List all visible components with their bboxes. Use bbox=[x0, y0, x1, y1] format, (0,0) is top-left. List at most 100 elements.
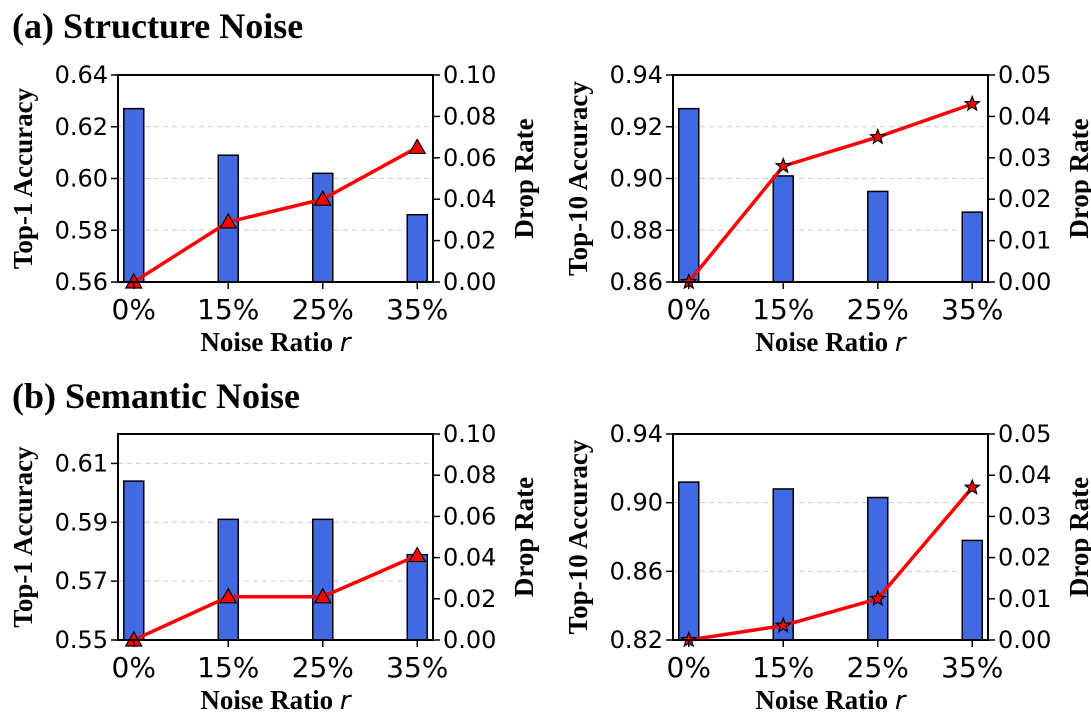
y2-tick-label: 0.00 bbox=[998, 626, 1051, 654]
y2-tick-label: 0.10 bbox=[443, 420, 496, 448]
y2-tick-label: 0.04 bbox=[443, 185, 496, 213]
y2-axis-label: Drop Rate bbox=[1064, 118, 1091, 238]
y-tick-label: 0.59 bbox=[55, 508, 108, 536]
y-tick-label: 0.56 bbox=[55, 268, 108, 296]
x-tick-label: 15% bbox=[752, 651, 814, 684]
y2-tick-label: 0.06 bbox=[443, 144, 496, 172]
y-axis-label: Top-1 Accuracy bbox=[8, 446, 38, 628]
x-axis-label: Noise Ratio r bbox=[755, 327, 907, 358]
drop-rate-point bbox=[963, 94, 981, 112]
charts-container: 0.56 0.58 0.60 0.62 0.64 0.00 0.02 0.04 0.06 0.08… bbox=[8, 61, 1091, 716]
drop-rate-point bbox=[869, 127, 887, 145]
y2-tick-label: 0.06 bbox=[443, 502, 496, 530]
y-tick-label: 0.92 bbox=[610, 113, 663, 141]
bar-25% bbox=[867, 190, 889, 283]
drop-rate-point bbox=[313, 587, 332, 604]
plot-frame bbox=[117, 433, 434, 641]
chart-1: 0.56 0.58 0.60 0.62 0.64 0.00 0.02 0.04 0.06 0.08… bbox=[8, 61, 539, 358]
y-tick-label: 0.57 bbox=[55, 567, 108, 595]
bar-15% bbox=[217, 518, 239, 641]
drop-rate-point bbox=[963, 478, 981, 495]
drop-rate-line bbox=[132, 145, 419, 284]
drop-rate-point bbox=[219, 587, 238, 604]
x-tick-label: 35% bbox=[941, 293, 1003, 326]
bar-35% bbox=[961, 539, 983, 641]
x-tick-label: 15% bbox=[197, 651, 259, 684]
y-tick-label: 0.86 bbox=[610, 268, 663, 296]
y-tick-label: 0.60 bbox=[55, 165, 108, 193]
x-tick-label: 35% bbox=[941, 651, 1003, 684]
y-tick-label: 0.64 bbox=[55, 61, 108, 89]
bar-0% bbox=[678, 107, 700, 283]
drop-rate-point bbox=[408, 546, 427, 563]
y2-tick-label: 0.00 bbox=[998, 268, 1051, 296]
y2-tick-label: 0.05 bbox=[998, 420, 1051, 448]
x-tick-label: 15% bbox=[197, 293, 259, 326]
y-axis-label: Top-10 Accuracy bbox=[563, 439, 593, 634]
x-tick-label: 0% bbox=[112, 651, 156, 684]
y-tick-label: 0.62 bbox=[55, 113, 108, 141]
chart-3: 0.55 0.57 0.59 0.61 0.00 0.02 0.04 0.06 0.08 0.10… bbox=[8, 420, 539, 716]
section-title-semantic-noise: (b) Semantic Noise bbox=[12, 376, 300, 416]
bar-15% bbox=[772, 175, 794, 283]
y2-tick-label: 0.02 bbox=[443, 227, 496, 255]
y2-axis-label: Drop Rate bbox=[1064, 477, 1091, 597]
y2-tick-label: 0.00 bbox=[443, 626, 496, 654]
x-tick-label: 15% bbox=[752, 293, 814, 326]
x-tick-label: 35% bbox=[386, 651, 448, 684]
bar-25% bbox=[312, 172, 334, 283]
y2-tick-label: 0.08 bbox=[443, 461, 496, 489]
x-tick-label: 25% bbox=[292, 651, 354, 684]
y-tick-label: 0.94 bbox=[610, 61, 663, 89]
x-tick-label: 0% bbox=[667, 651, 711, 684]
y2-tick-label: 0.08 bbox=[443, 102, 496, 130]
y-tick-label: 0.61 bbox=[55, 449, 108, 477]
y2-tick-label: 0.04 bbox=[998, 461, 1051, 489]
bar-0% bbox=[123, 480, 145, 641]
x-axis-label: Noise Ratio r bbox=[200, 327, 352, 358]
bar-25% bbox=[867, 496, 889, 641]
drop-rate-point bbox=[219, 212, 238, 229]
chart-2: 0.86 0.88 0.90 0.92 0.94 0.00 0.01 0.02 0.03 0.04… bbox=[563, 61, 1091, 358]
x-axis-label: Noise Ratio r bbox=[755, 685, 907, 716]
drop-rate-point bbox=[774, 156, 792, 174]
bar-25% bbox=[312, 518, 334, 641]
x-axis-label: Noise Ratio r bbox=[200, 685, 352, 716]
y2-tick-label: 0.02 bbox=[443, 585, 496, 613]
drop-rate-line bbox=[688, 486, 974, 642]
drop-rate-line bbox=[687, 102, 973, 284]
y-tick-label: 0.90 bbox=[610, 165, 663, 193]
y-axis-label: Top-10 Accuracy bbox=[563, 81, 593, 276]
x-tick-label: 25% bbox=[847, 651, 909, 684]
bar-35% bbox=[406, 553, 428, 641]
x-tick-label: 0% bbox=[112, 293, 156, 326]
y-tick-label: 0.86 bbox=[610, 557, 663, 585]
y2-tick-label: 0.04 bbox=[443, 544, 496, 572]
x-tick-label: 25% bbox=[847, 293, 909, 326]
bar-0% bbox=[678, 481, 700, 641]
y2-axis-label: Drop Rate bbox=[509, 118, 539, 238]
y2-tick-label: 0.10 bbox=[443, 61, 496, 89]
y2-tick-label: 0.01 bbox=[998, 585, 1051, 613]
y2-axis-label: Drop Rate bbox=[509, 477, 539, 597]
drop-rate-point bbox=[774, 616, 792, 634]
x-tick-label: 0% bbox=[667, 293, 711, 326]
drop-rate-point bbox=[313, 189, 332, 206]
chart-4: 0.82 0.86 0.90 0.94 0.00 0.01 0.02 0.03 0.04 0.05… bbox=[563, 420, 1091, 716]
y2-tick-label: 0.03 bbox=[998, 502, 1051, 530]
bar-35% bbox=[406, 213, 428, 283]
y2-tick-label: 0.03 bbox=[998, 144, 1051, 172]
y2-tick-label: 0.04 bbox=[998, 102, 1051, 130]
y2-tick-label: 0.01 bbox=[998, 227, 1051, 255]
drop-rate-point bbox=[408, 138, 427, 155]
x-tick-label: 35% bbox=[386, 293, 448, 326]
y2-tick-label: 0.00 bbox=[443, 268, 496, 296]
y-tick-label: 0.82 bbox=[610, 626, 663, 654]
x-tick-label: 25% bbox=[292, 293, 354, 326]
y-tick-label: 0.88 bbox=[610, 216, 663, 244]
y-tick-label: 0.55 bbox=[55, 626, 108, 654]
bar-0% bbox=[123, 107, 145, 283]
drop-rate-point bbox=[869, 589, 887, 607]
y-tick-label: 0.90 bbox=[610, 489, 663, 517]
